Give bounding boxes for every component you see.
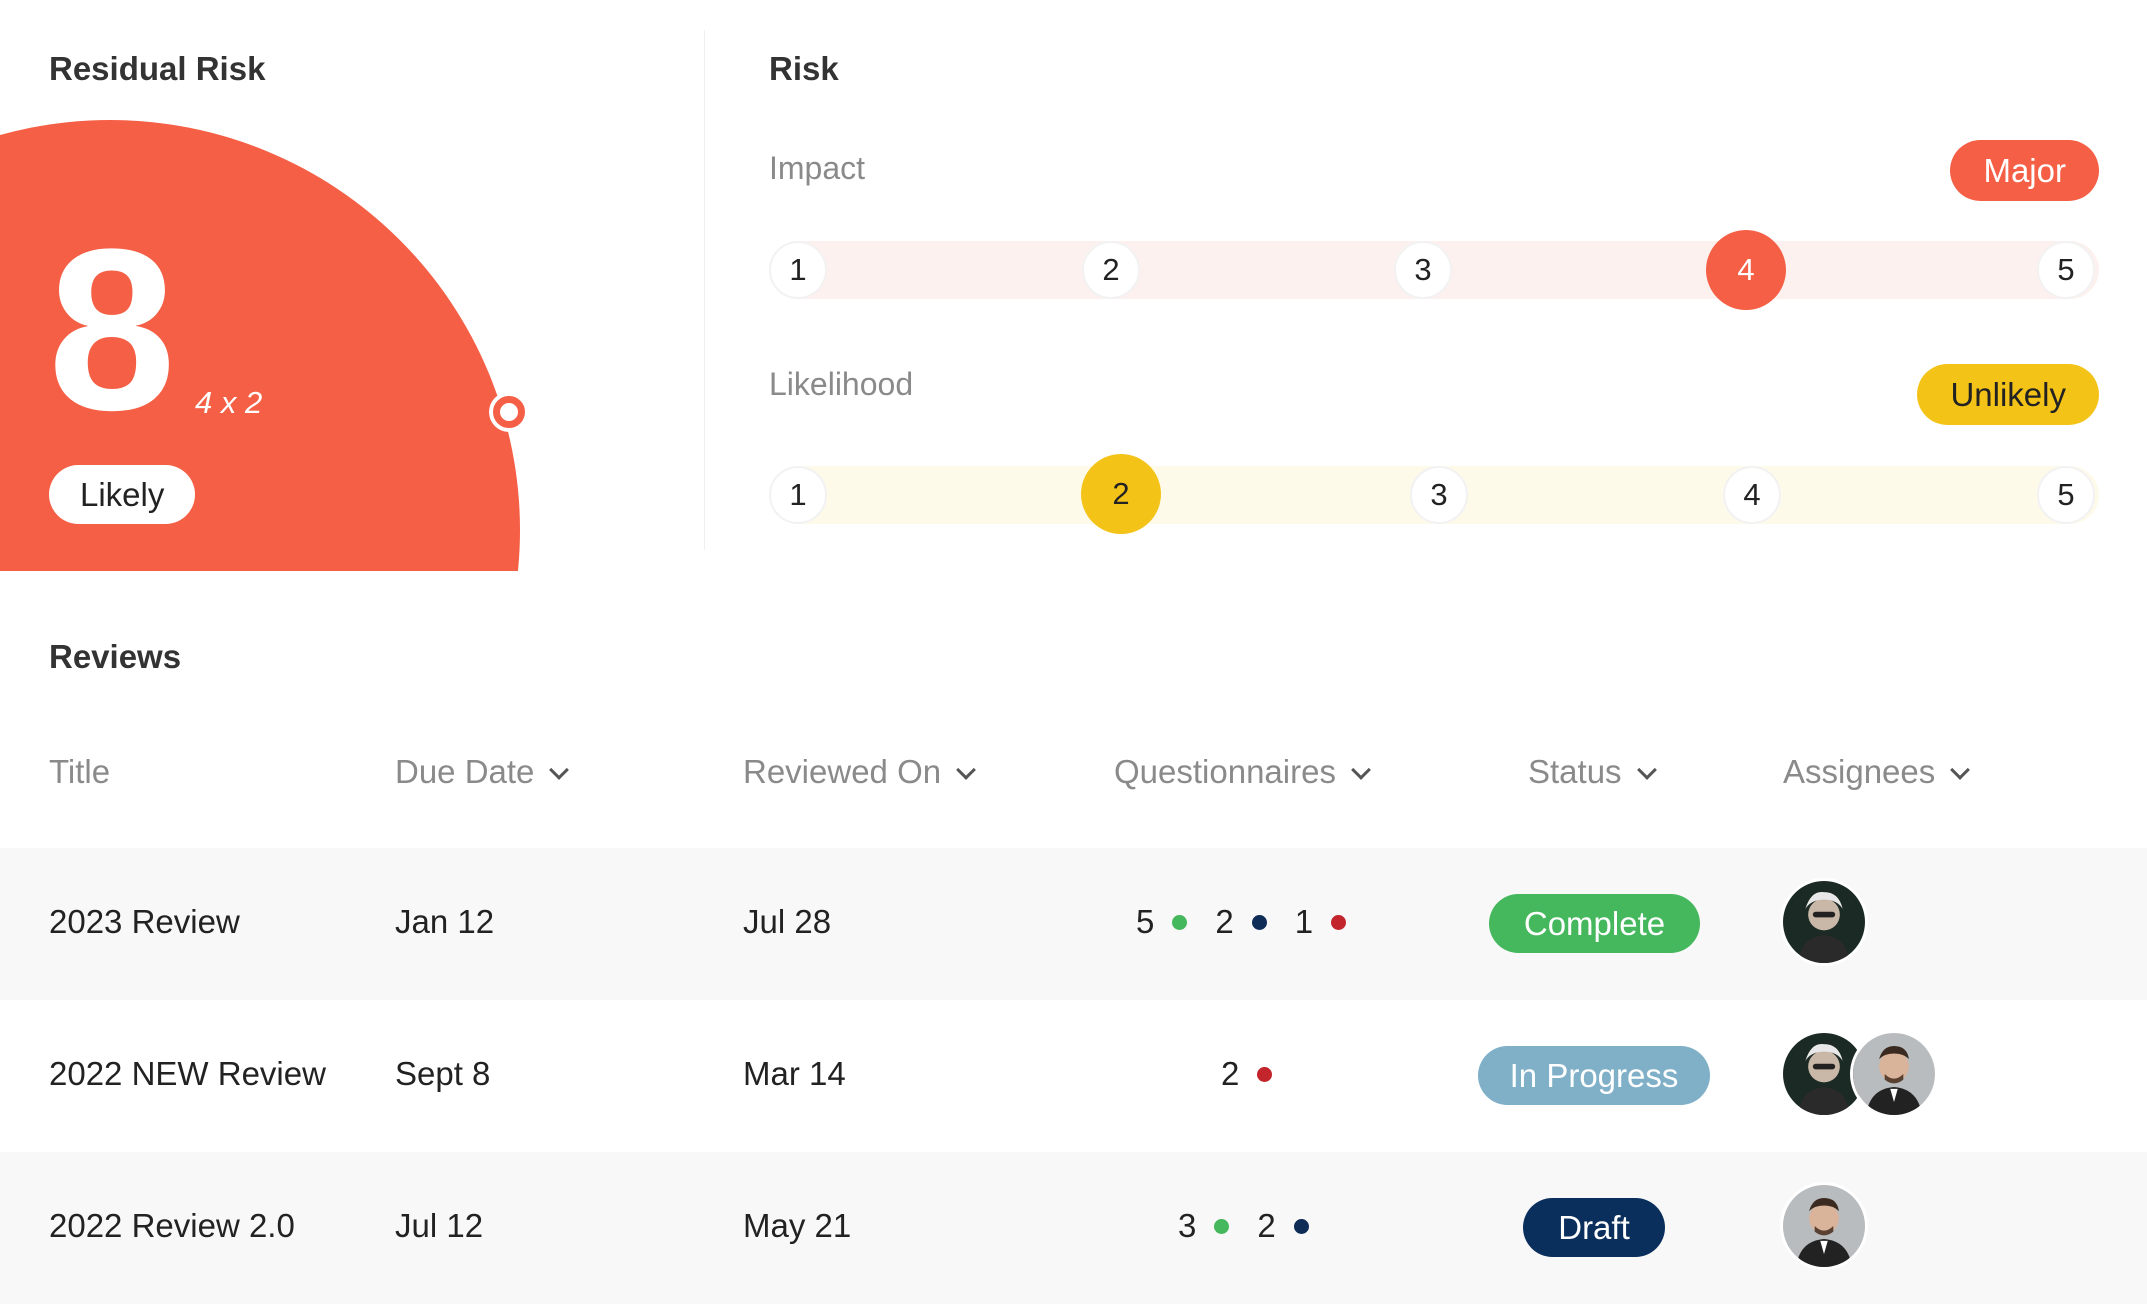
chevron-down-icon xyxy=(1636,760,1657,780)
column-questionnaires[interactable]: Questionnaires xyxy=(1114,753,1371,791)
row-title: 2023 Review xyxy=(49,903,240,940)
navy-dot-icon xyxy=(1251,914,1267,930)
likelihood-level-2-selected[interactable]: 2 xyxy=(1081,454,1161,534)
row-title: 2022 NEW Review xyxy=(49,1055,326,1092)
likelihood-badge: Unlikely xyxy=(1917,364,2099,425)
reviews-title: Reviews xyxy=(49,638,182,675)
column-reviewed-on[interactable]: Reviewed On xyxy=(743,753,977,791)
column-status[interactable]: Status xyxy=(1528,753,1657,791)
chevron-down-icon xyxy=(1351,760,1371,780)
row-due-date: Sept 8 xyxy=(395,1055,491,1092)
red-dot-icon xyxy=(1257,1066,1273,1082)
column-title[interactable]: Title xyxy=(49,753,111,790)
questionnaire-counts: 5 2 1 xyxy=(1136,903,1374,941)
impact-level-2[interactable]: 2 xyxy=(1082,241,1140,299)
chevron-down-icon xyxy=(956,760,977,780)
residual-likelihood-pill: Likely xyxy=(49,465,196,524)
row-reviewed-on: Mar 14 xyxy=(743,1055,846,1092)
residual-risk-title: Residual Risk xyxy=(49,50,266,87)
green-dot-icon xyxy=(1214,1218,1230,1234)
impact-level-4-selected[interactable]: 4 xyxy=(1706,230,1786,310)
green-dot-icon xyxy=(1172,914,1188,930)
gauge-marker xyxy=(493,396,525,428)
row-reviewed-on: May 21 xyxy=(743,1207,852,1244)
avatar[interactable] xyxy=(1780,878,1868,966)
red-dot-icon xyxy=(1331,914,1347,930)
avatar[interactable] xyxy=(1850,1030,1938,1118)
row-due-date: Jul 12 xyxy=(395,1207,484,1244)
chevron-down-icon xyxy=(549,760,570,780)
likelihood-label: Likelihood xyxy=(769,366,914,402)
column-assignees[interactable]: Assignees xyxy=(1783,753,1971,791)
risk-title: Risk xyxy=(769,50,839,87)
likelihood-level-1[interactable]: 1 xyxy=(769,466,827,524)
likelihood-level-4[interactable]: 4 xyxy=(1723,466,1781,524)
status-badge: In Progress xyxy=(1478,1046,1710,1105)
navy-dot-icon xyxy=(1293,1218,1309,1234)
questionnaire-counts: 3 2 xyxy=(1178,1207,1337,1245)
status-badge: Draft xyxy=(1523,1198,1665,1257)
impact-label: Impact xyxy=(769,150,866,186)
chevron-down-icon xyxy=(1950,760,1971,780)
impact-level-3[interactable]: 3 xyxy=(1394,241,1452,299)
table-row[interactable]: 2022 NEW Review Sept 8 Mar 14 2 In Progr… xyxy=(0,1000,2147,1152)
likelihood-level-5[interactable]: 5 xyxy=(2037,466,2095,524)
table-row[interactable]: 2023 Review Jan 12 Jul 28 5 2 1 Complete xyxy=(0,848,2147,1000)
row-due-date: Jan 12 xyxy=(395,903,495,940)
avatar[interactable] xyxy=(1780,1182,1868,1270)
questionnaire-counts: 2 xyxy=(1221,1055,1300,1093)
impact-badge: Major xyxy=(1950,140,2099,201)
status-badge: Complete xyxy=(1489,894,1700,953)
impact-level-5[interactable]: 5 xyxy=(2037,241,2095,299)
table-row[interactable]: 2022 Review 2.0 Jul 12 May 21 3 2 Draft xyxy=(0,1152,2147,1304)
row-reviewed-on: Jul 28 xyxy=(743,903,832,940)
residual-formula: 4 x 2 xyxy=(195,385,263,420)
residual-risk-card: Residual Risk 8 4 x 2 Likely xyxy=(0,0,704,571)
likelihood-level-3[interactable]: 3 xyxy=(1410,466,1468,524)
impact-level-1[interactable]: 1 xyxy=(769,241,827,299)
residual-score: 8 xyxy=(48,201,176,458)
card-divider xyxy=(704,30,705,550)
column-due-date[interactable]: Due Date xyxy=(395,753,570,791)
row-title: 2022 Review 2.0 xyxy=(49,1207,295,1244)
